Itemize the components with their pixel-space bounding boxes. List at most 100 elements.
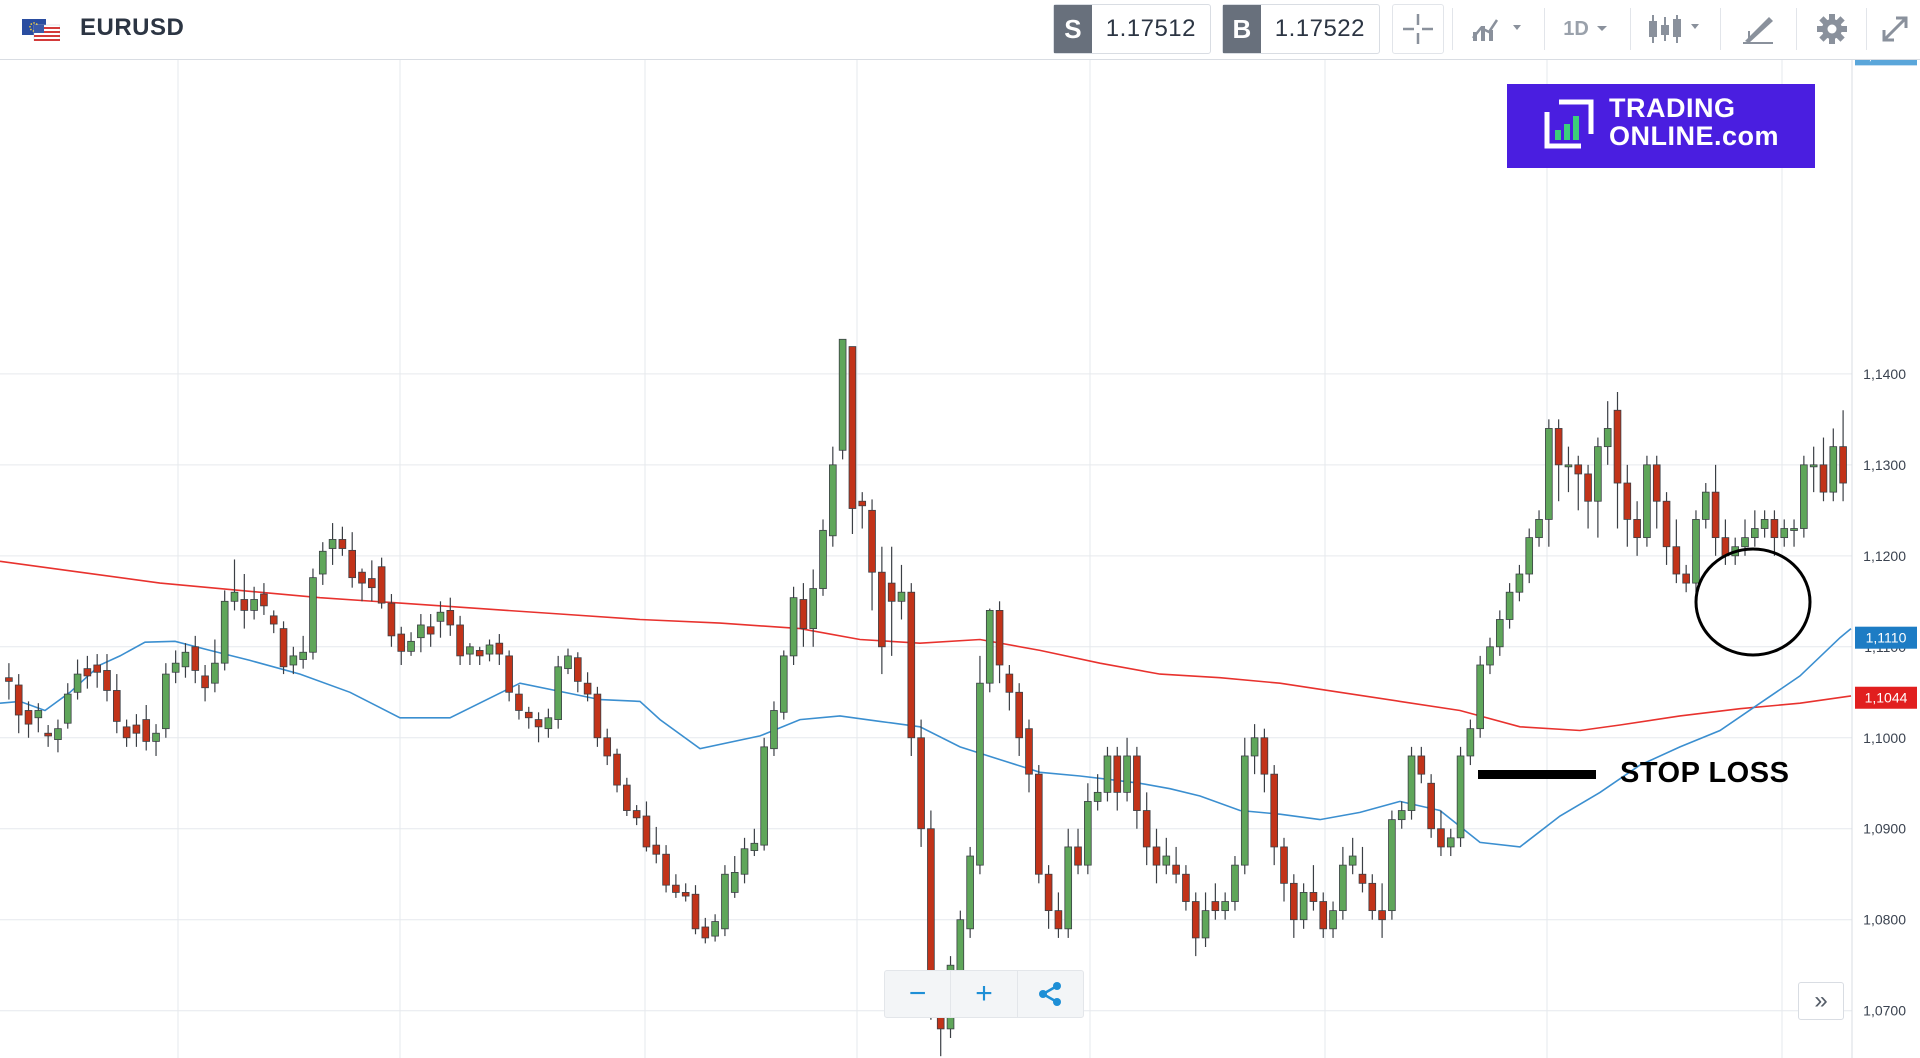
instrument-symbol[interactable]: EURUSD — [80, 14, 185, 41]
candle-body — [240, 599, 249, 611]
bullish-candle — [740, 837, 749, 884]
moving-average-slow — [0, 560, 1852, 732]
candle-body — [1839, 446, 1847, 484]
bullish-candle — [1407, 746, 1416, 820]
bullish-candle — [544, 708, 553, 738]
candle-body — [142, 719, 151, 742]
bearish-candle — [83, 655, 92, 689]
bearish-candle — [1152, 828, 1161, 884]
candle-body — [368, 578, 376, 589]
bearish-candle — [387, 594, 396, 647]
bearish-candle — [397, 626, 406, 665]
candle-body — [1603, 428, 1612, 448]
candle-body — [211, 662, 219, 684]
bullish-candle — [1800, 455, 1808, 538]
bullish-candle — [436, 601, 445, 638]
scroll-to-latest-button[interactable]: » — [1798, 982, 1844, 1020]
candle-body — [1103, 755, 1112, 793]
bullish-candle — [711, 914, 719, 942]
candle-body — [1584, 473, 1592, 502]
bearish-candle — [1574, 455, 1583, 511]
candle-body — [1280, 846, 1288, 884]
candle-body — [701, 926, 710, 939]
chart-type-button[interactable] — [1462, 4, 1536, 54]
bearish-candle — [1074, 828, 1082, 875]
logo-line-1: TRADING — [1609, 93, 1736, 123]
bullish-candle — [819, 519, 827, 596]
candle-body — [1594, 446, 1602, 502]
bullish-candle — [564, 648, 572, 675]
candle-body — [1800, 464, 1808, 529]
candle-body — [642, 815, 651, 848]
bullish-candle — [485, 639, 494, 662]
fullscreen-button[interactable] — [1872, 4, 1918, 54]
bearish-candle — [1633, 501, 1641, 556]
candle-body — [1348, 855, 1357, 866]
bullish-candle — [1829, 428, 1838, 502]
bullish-candle — [211, 639, 219, 693]
crosshair-button[interactable] — [1392, 4, 1444, 54]
bullish-candle — [230, 559, 239, 611]
price-chart[interactable]: 1,14001,13001,12001,11001,10001,09001,08… — [0, 60, 1920, 1058]
bearish-candle — [907, 583, 916, 756]
bearish-candle — [1417, 746, 1426, 784]
zoom-in-button[interactable]: + — [951, 971, 1018, 1017]
candle-body — [995, 610, 1004, 666]
candle-body — [1025, 728, 1033, 775]
candle-body — [1682, 573, 1690, 584]
candle-body — [171, 662, 180, 673]
candle-body — [475, 650, 484, 657]
sell-price: 1.17512 — [1105, 15, 1196, 42]
settings-button[interactable] — [1804, 4, 1860, 54]
candle-body — [122, 726, 131, 739]
sell-price-button[interactable]: S 1.17512 — [1053, 4, 1211, 54]
bullish-candle — [1240, 737, 1249, 875]
bullish-candle — [1397, 801, 1406, 829]
candle-body — [897, 591, 906, 602]
drawing-tool-button[interactable] — [1728, 4, 1788, 54]
stop-loss-label: STOP LOSS — [1620, 757, 1790, 789]
bearish-candle — [1711, 464, 1720, 556]
candle-body — [848, 346, 857, 509]
buy-price: 1.17522 — [1274, 15, 1365, 42]
candle-body — [1152, 846, 1161, 866]
candle-body — [1044, 873, 1053, 912]
candle-body — [878, 571, 886, 648]
candle-body — [681, 892, 690, 897]
bullish-candle — [417, 614, 425, 653]
bearish-candle — [613, 748, 621, 793]
candle-body — [573, 657, 582, 682]
bullish-candle — [1692, 510, 1700, 593]
bullish-candle — [1221, 892, 1229, 920]
bearish-candle — [681, 883, 690, 902]
bullish-candle — [162, 663, 170, 738]
bullish-candle — [328, 523, 337, 565]
timeframe-dropdown[interactable]: 1D — [1552, 4, 1622, 54]
share-button[interactable] — [1018, 971, 1083, 1017]
bullish-candle — [152, 724, 160, 756]
zoom-out-button[interactable]: − — [885, 971, 952, 1017]
bearish-candle — [358, 568, 366, 602]
bearish-candle — [446, 597, 455, 636]
candlestick-button[interactable] — [1638, 4, 1712, 54]
candle-body — [230, 591, 239, 602]
buy-price-button[interactable]: B 1.17522 — [1222, 4, 1380, 54]
bullish-candle — [1564, 446, 1573, 493]
bearish-candle — [475, 646, 484, 665]
bearish-candle — [878, 546, 886, 675]
candle-body — [1064, 846, 1073, 930]
bullish-candle — [770, 701, 778, 756]
candle-body — [299, 651, 307, 660]
logo-chart-icon — [1544, 99, 1594, 149]
fullscreen-icon — [1882, 16, 1908, 42]
candle-body — [1015, 691, 1023, 739]
candle-body — [269, 615, 278, 625]
crosshair-icon — [1403, 14, 1433, 44]
bearish-candle — [260, 583, 268, 615]
candle-body — [544, 717, 553, 730]
candle-body — [436, 611, 445, 622]
bearish-candle — [1015, 683, 1023, 756]
bullish-candle — [1250, 724, 1259, 775]
bearish-candle — [24, 701, 33, 738]
bearish-candle — [1358, 846, 1367, 893]
